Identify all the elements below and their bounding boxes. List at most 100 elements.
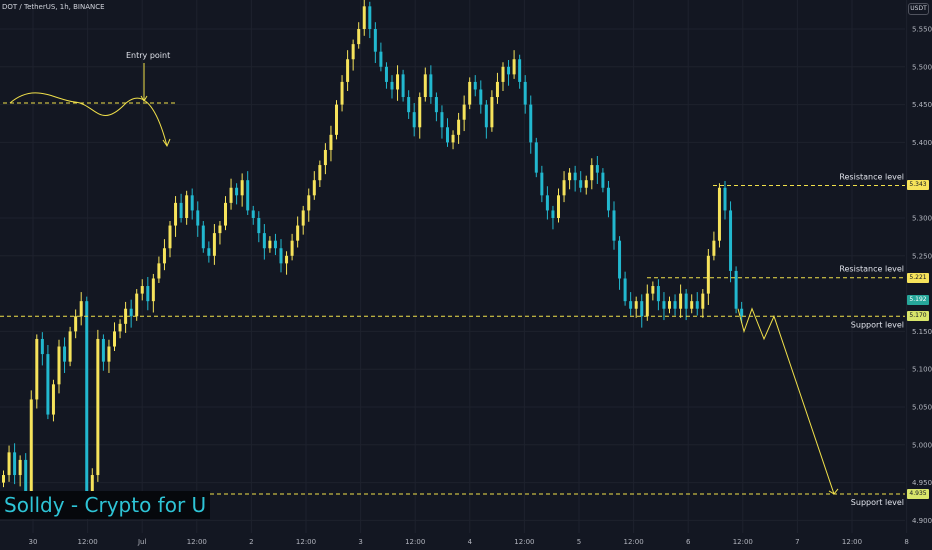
bear-candle	[46, 354, 50, 415]
time-tick-label: 3	[358, 538, 362, 546]
time-tick-label: 12:00	[296, 538, 316, 546]
bear-candle	[262, 233, 266, 249]
time-tick-label: 12:00	[514, 538, 534, 546]
bull-candle	[706, 255, 710, 294]
bear-candle	[595, 165, 599, 173]
bear-candle	[373, 29, 377, 52]
bull-candle	[568, 172, 572, 181]
time-tick-label: 30	[29, 538, 38, 546]
bull-candle	[512, 59, 516, 75]
bull-candle	[224, 202, 227, 226]
support-2-price-badge: 4.935	[907, 488, 929, 499]
bear-candle	[518, 59, 522, 82]
bear-candle	[251, 210, 255, 218]
level-lines: Resistance level Resistance level Support …	[0, 172, 905, 507]
bear-candle	[523, 81, 527, 105]
bull-candle	[501, 66, 505, 82]
price-tick-label: 5.300	[912, 215, 932, 223]
resistance-1-price-badge: 5.343	[907, 180, 929, 191]
bear-candle	[279, 248, 283, 264]
price-tick-label: 4.900	[912, 517, 932, 525]
bull-candle	[584, 180, 588, 188]
bull-candle	[79, 301, 83, 317]
bull-candle	[562, 180, 566, 196]
bull-candle	[285, 255, 289, 264]
bull-candle	[240, 180, 244, 196]
grid-lines	[0, 0, 908, 533]
entry-pointer-arrowhead	[140, 95, 148, 102]
bear-candle	[473, 81, 477, 90]
last-price-badge: 5.192	[907, 294, 929, 305]
bear-candle	[24, 459, 28, 498]
bear-candle	[734, 270, 738, 309]
time-axis: 30 12:00 Jul 12:00 2 12:00 3 12:00 4 12:00 5 12:00 6…	[29, 538, 909, 546]
bear-candle	[196, 210, 200, 226]
bear-candle	[629, 301, 633, 309]
bull-candle	[151, 278, 155, 302]
currency-button[interactable]: USDT	[908, 3, 929, 15]
bull-candle	[557, 195, 560, 218]
bull-candle	[68, 331, 72, 362]
bull-candle	[357, 29, 361, 45]
watermark: Solldy - Crypto for U	[0, 491, 211, 519]
projection-arrowhead	[828, 488, 839, 495]
time-tick-label: 12:00	[187, 538, 207, 546]
bear-candle	[673, 301, 677, 309]
bull-candle	[312, 180, 316, 196]
symbol-label[interactable]: DOT / TetherUS, 1h, BINANCE	[2, 3, 105, 11]
bull-candle	[96, 338, 100, 476]
bull-candle	[651, 286, 655, 294]
bear-candle	[434, 97, 438, 113]
bear-candle	[695, 301, 699, 309]
bull-candle	[57, 346, 61, 385]
time-tick-label: 4	[468, 538, 473, 546]
bull-candle	[74, 316, 78, 332]
price-tick-label: 5.000	[912, 441, 932, 449]
bull-candle	[290, 240, 294, 256]
bear-candle	[540, 172, 544, 196]
bull-candle	[323, 149, 327, 166]
bear-candle	[484, 104, 488, 128]
bull-candle	[296, 225, 300, 241]
bear-candle	[379, 51, 383, 67]
bull-candle	[495, 81, 499, 98]
bear-candle	[85, 301, 89, 498]
entry-curve	[9, 92, 168, 147]
bear-candle	[440, 112, 444, 128]
level-label: Resistance level	[839, 265, 904, 274]
bull-candle	[712, 240, 716, 256]
bear-candle	[618, 240, 622, 279]
time-tick-label: 5	[577, 538, 581, 546]
bull-candle	[701, 293, 705, 309]
bull-candle	[51, 384, 55, 415]
bear-candle	[13, 452, 17, 476]
bear-candle	[40, 338, 44, 355]
bull-candle	[113, 331, 116, 347]
bear-candle	[246, 180, 250, 211]
bull-candle	[351, 44, 355, 60]
bull-candle	[162, 248, 166, 264]
bull-candle	[29, 399, 33, 498]
bull-candle	[7, 452, 11, 476]
price-tick-label: 5.100	[912, 366, 932, 374]
bull-candle	[218, 225, 222, 234]
bull-candle	[668, 301, 671, 309]
price-tick-label: 5.500	[912, 63, 932, 71]
bear-candle	[723, 187, 727, 211]
price-tick-label: 5.050	[912, 404, 932, 412]
bear-candle	[740, 308, 744, 317]
bull-candle	[590, 165, 594, 181]
level-label: Support level	[851, 320, 904, 329]
bull-candle	[490, 97, 494, 128]
bear-candle	[507, 66, 511, 75]
support-1-price-badge: 5.170	[907, 311, 929, 322]
price-tick-label: 5.450	[912, 101, 932, 109]
bull-candle	[634, 301, 638, 309]
bear-candle	[146, 286, 150, 302]
bull-candle	[340, 81, 344, 105]
bull-candle	[157, 263, 161, 279]
time-tick-label: Jul	[137, 538, 147, 546]
bull-candle	[2, 475, 5, 483]
bear-candle	[606, 187, 610, 211]
